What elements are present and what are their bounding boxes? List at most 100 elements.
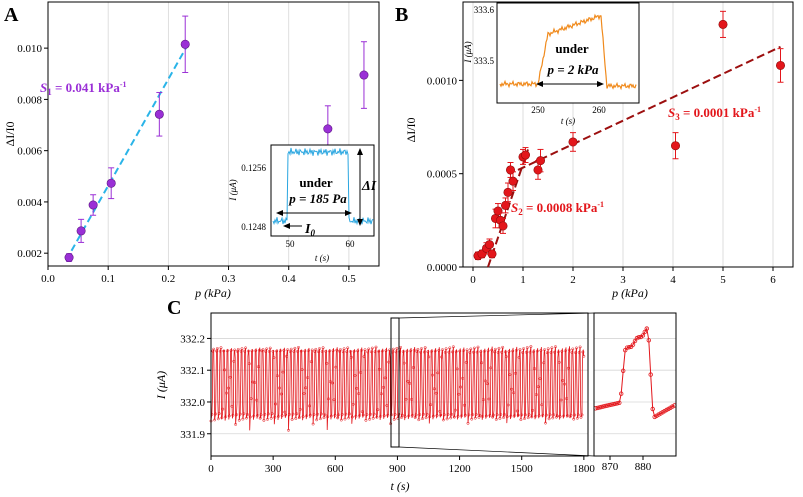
panel-c-data-point — [565, 397, 568, 401]
panel-c-data-point — [289, 347, 293, 351]
panel-a-inset-arrowhead — [357, 219, 363, 226]
panel-c-data-point — [451, 350, 454, 354]
panel-b-xtick: 2 — [570, 274, 576, 286]
panel-c-data-point — [437, 348, 441, 352]
panel-c-data-point — [403, 415, 407, 419]
panel-c-data-point — [558, 415, 562, 418]
panel-b-inset-xtick: 250 — [531, 105, 545, 115]
panel-c-data-point — [539, 349, 543, 352]
panel-c-data-point — [569, 413, 573, 417]
panel-c-data-point — [348, 412, 351, 416]
panel-c-data-point — [421, 412, 425, 416]
panel-a-data-point — [106, 178, 116, 188]
panel-c-data-point — [414, 413, 418, 417]
panel-c-data-point — [263, 412, 267, 416]
panel-c-data-point — [359, 371, 362, 374]
panel-c-data-point — [269, 416, 273, 420]
panel-c-data-point — [228, 375, 232, 379]
panel-c-data-point — [212, 347, 216, 351]
panel-c-data-point — [318, 417, 322, 421]
panel-c-data-point — [255, 398, 259, 402]
panel-c-data-point — [259, 413, 263, 417]
panel-c-data-point — [248, 415, 252, 419]
panel-c-zoom: 870 880 — [593, 312, 677, 473]
panel-c-data-point — [305, 414, 309, 418]
panel-c-data-point — [561, 379, 565, 382]
panel-c-data-point — [242, 412, 246, 416]
panel-c-data-point — [284, 413, 288, 417]
panel-c-data-point — [349, 355, 353, 359]
panel-a-x-label: p (kPa) — [194, 286, 231, 300]
panel-c-data-point — [543, 348, 547, 352]
panel-c-data-point — [386, 413, 390, 417]
panel-b-inset-text-pressure: p = 2 kPa — [546, 62, 599, 77]
panel-b-inset-xtick: 260 — [592, 105, 606, 115]
panel-c-data-point — [479, 350, 483, 354]
panel-c-data-point — [551, 416, 555, 420]
panel-c-ytick: 332.2 — [180, 333, 205, 345]
panel-c-data-point — [411, 366, 415, 369]
panel-c-data-point — [262, 418, 266, 422]
panel-c-data-point — [340, 412, 344, 416]
panel-c-data-point — [464, 360, 468, 364]
panel-c-data-point — [481, 415, 485, 418]
panel-c-data-point — [469, 347, 473, 351]
panel-c-xtick: 300 — [265, 463, 282, 475]
panel-a-data-point — [154, 109, 164, 119]
panel-c-data-point — [256, 365, 260, 369]
panel-c-data-point — [493, 347, 497, 351]
panel-c-zoom-connector — [398, 446, 595, 457]
panel-label-a: A — [4, 4, 19, 26]
panel-c-data-point — [419, 350, 423, 354]
panel-c-data-point — [521, 351, 525, 354]
panel-c-data-point — [547, 417, 551, 421]
panel-c-data-point — [216, 417, 220, 421]
panel-c-data-point — [276, 414, 280, 418]
panel-c-data-point — [252, 414, 256, 418]
panel-b-xtick: 1 — [520, 274, 526, 286]
panel-c-data-point — [381, 385, 385, 389]
panel-c-data-point — [467, 413, 471, 417]
panel-b-data-point — [498, 221, 508, 231]
panel-c-data-point — [246, 413, 249, 417]
panel-c-data-point — [281, 370, 285, 374]
panel-c-data-point — [476, 345, 480, 349]
panel-c-data-point — [243, 349, 247, 353]
panel-c-data-point — [293, 346, 297, 350]
panel-c-data-point — [466, 421, 470, 425]
panel-c-zoom-data-point — [597, 405, 602, 410]
panel-c-data-point — [440, 355, 444, 359]
panel-c-data-point — [478, 414, 482, 417]
panel-c-data-point — [235, 413, 238, 417]
panel-c-zoom-data-point — [601, 404, 606, 409]
panel-c-data-point — [229, 349, 233, 352]
panel-c-data-point — [368, 417, 372, 421]
panel-a-inset: 0.1256 0.1248 50 60 t (s) I (μA) under p… — [228, 144, 377, 263]
panel-b-data-point — [535, 156, 545, 166]
panel-c-data-point — [475, 350, 479, 354]
panel-c-data-point — [345, 350, 349, 354]
panel-c-data-point — [344, 412, 348, 416]
panel-label-c: C — [167, 297, 181, 319]
panel-c-data-point — [355, 386, 359, 390]
panel-c-data-point — [550, 346, 554, 350]
panel-c-zoom-data-point — [630, 342, 636, 347]
panel-c-data-point — [271, 349, 275, 353]
panel-c-data-point — [215, 349, 218, 353]
panel-c-data-point — [465, 348, 469, 352]
panel-c-data-point — [376, 408, 380, 412]
panel-c-data-point — [436, 371, 440, 375]
panel-c-data-point — [287, 412, 291, 416]
panel-c-data-point — [373, 350, 377, 354]
panel-c-zoom-data-point — [611, 402, 616, 407]
panel-c-data-point — [448, 346, 452, 350]
panel-c-data-point — [238, 412, 242, 416]
panel-c-data-point — [434, 391, 438, 395]
panel-c-xtick: 1800 — [573, 463, 596, 475]
panel-c-data-point — [549, 351, 553, 354]
panel-c-data-point — [307, 349, 310, 353]
panel-c-zoom-data-point — [632, 338, 638, 344]
panel-c-data-point — [485, 382, 489, 386]
panel-c-data-point — [507, 350, 511, 353]
